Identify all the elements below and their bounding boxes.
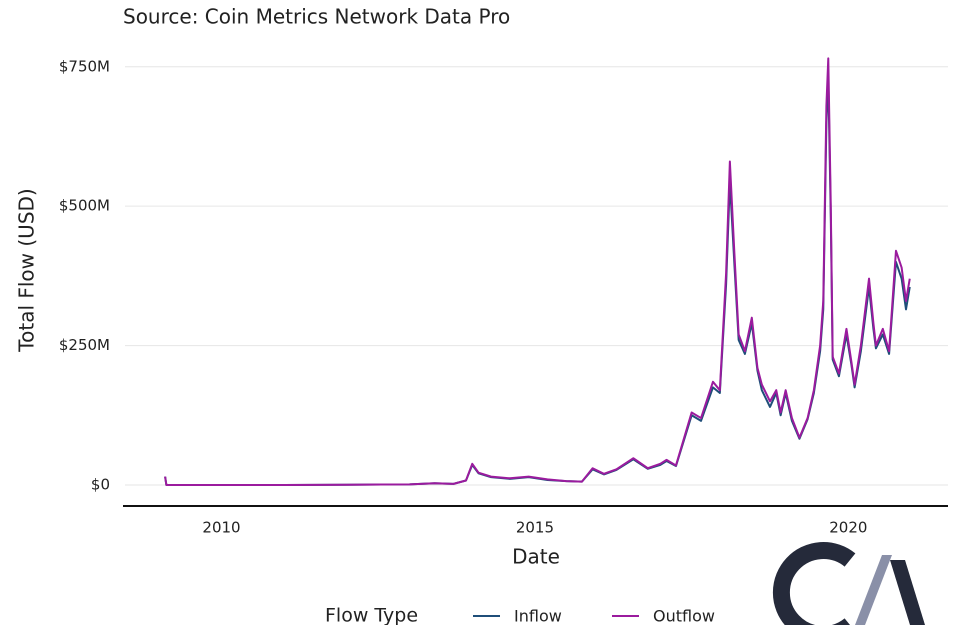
series-line: [164, 57, 911, 486]
x-tick-label: 2010: [202, 519, 240, 537]
y-tick-label: $500M: [59, 197, 110, 215]
y-tick-label: $250M: [59, 336, 110, 354]
legend-label: Inflow: [514, 607, 562, 625]
legend-title: Flow Type: [325, 605, 418, 625]
logo-m: [890, 560, 925, 625]
x-tick-label: 2020: [829, 519, 867, 537]
logo: [772, 542, 925, 625]
legend-label: Outflow: [653, 607, 715, 625]
x-tick-label: 2015: [516, 519, 554, 537]
y-tick-label: $0: [91, 475, 110, 493]
y-axis-label: Total Flow (USD): [15, 188, 39, 352]
series-line: [164, 76, 911, 486]
chart-subtitle: Source: Coin Metrics Network Data Pro: [123, 5, 510, 29]
y-tick-label: $750M: [59, 57, 110, 75]
logo-slash: [855, 555, 892, 625]
x-axis-label: Date: [512, 545, 560, 569]
logo-c: [772, 542, 856, 625]
